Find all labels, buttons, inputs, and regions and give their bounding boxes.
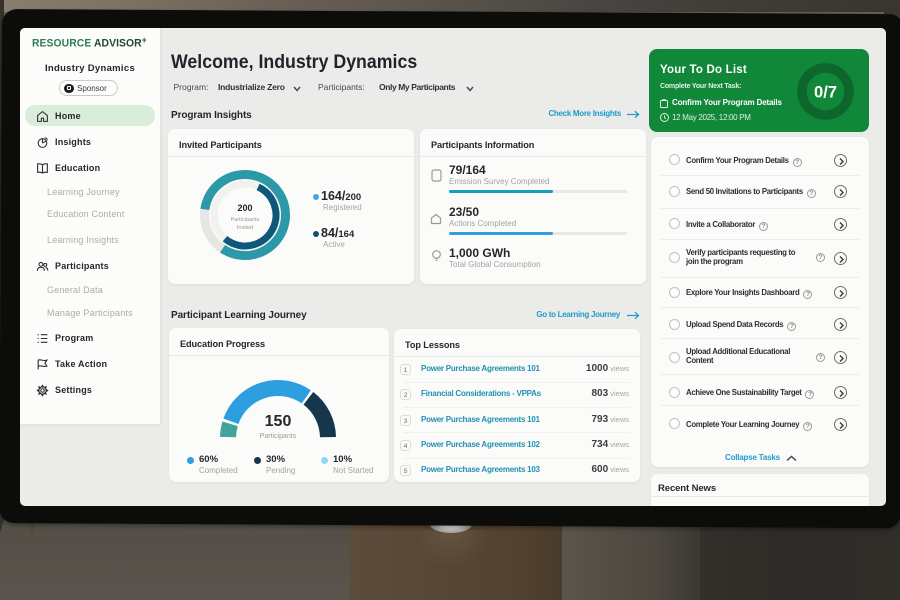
- svg-text:0/7: 0/7: [814, 83, 837, 101]
- svg-text:Invited: Invited: [237, 225, 253, 231]
- svg-text:Participants: Participants: [260, 433, 297, 440]
- svg-text:150: 150: [265, 413, 292, 430]
- svg-text:Participants: Participants: [231, 217, 260, 223]
- svg-text:200: 200: [237, 203, 252, 213]
